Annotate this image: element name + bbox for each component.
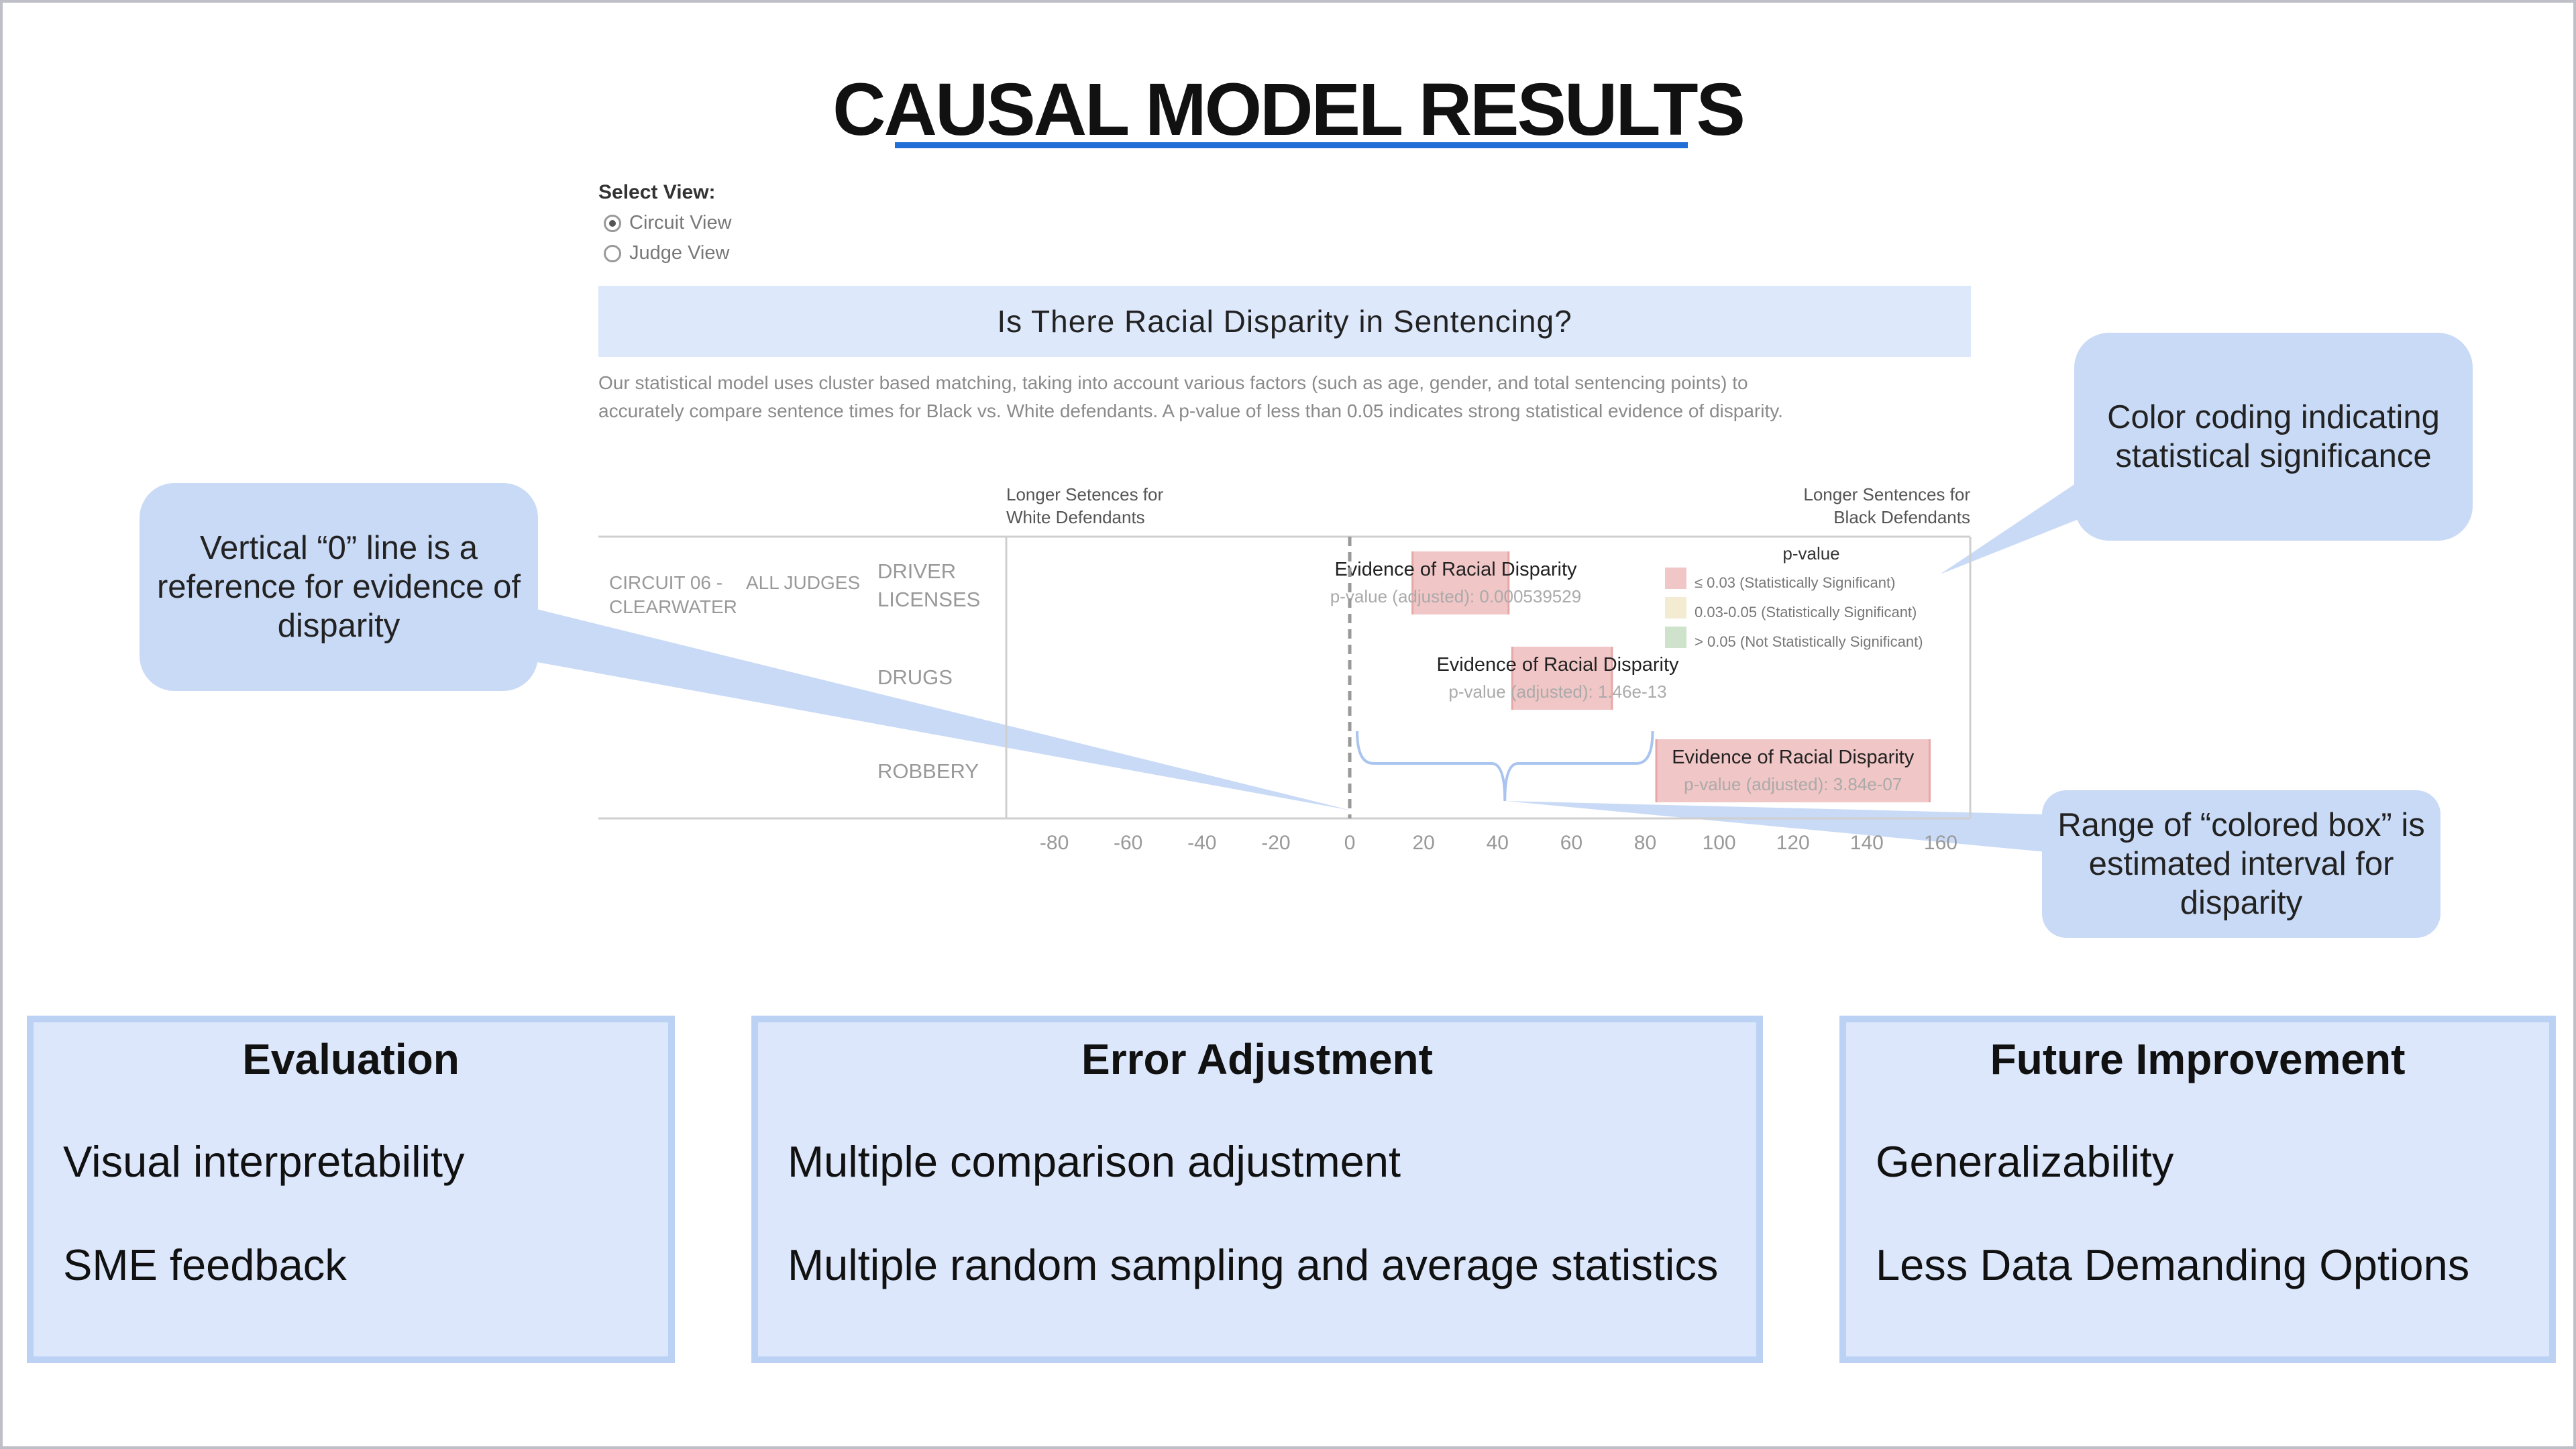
category-label: ROBBERY (877, 759, 979, 783)
radio-judge-view[interactable]: Judge View (604, 242, 729, 264)
description-line: Our statistical model uses cluster based… (598, 372, 1748, 393)
interval-box (1512, 647, 1612, 710)
radio-label: Judge View (629, 242, 730, 264)
x-tick-label: 40 (1487, 832, 1509, 854)
card-evaluation: Evaluation Visual interpretability SME f… (27, 1016, 675, 1363)
radio-label: Circuit View (629, 212, 732, 233)
interval-box (1412, 551, 1509, 614)
circuit-label: CLEARWATER (609, 596, 737, 617)
x-tick-label: 140 (1850, 832, 1884, 854)
x-tick-label: 0 (1344, 832, 1356, 854)
pvalue-label: p-value (adjusted): 0.000539529 (1330, 586, 1581, 606)
x-tick-label: 80 (1634, 832, 1656, 854)
x-tick-label: 120 (1776, 832, 1810, 854)
x-tick-label: -20 (1261, 832, 1290, 854)
card-title: Future Improvement (1990, 1035, 2406, 1083)
x-tick-label: -60 (1114, 832, 1142, 854)
radio-circuit-view[interactable]: Circuit View (604, 212, 732, 234)
pvalue-label: p-value (adjusted): 3.84e-07 (1684, 774, 1902, 794)
judge-label: ALL JUDGES (746, 572, 860, 593)
card-future-improvement: Future Improvement Generalizability Less… (1839, 1016, 2556, 1363)
card-item: SME feedback (63, 1240, 347, 1289)
legend-swatch (1665, 597, 1686, 619)
radio-unselected-icon (604, 244, 621, 262)
callout-zero-line: Vertical “0” line is a reference for evi… (140, 483, 538, 691)
card-error-adjustment: Error Adjustment Multiple comparison adj… (751, 1016, 1763, 1363)
circuit-label: CIRCUIT 06 - (609, 572, 722, 593)
callout-pointer (1505, 801, 2046, 852)
header-right-label: Black Defendants (1833, 507, 1970, 527)
x-tick-label: -40 (1187, 832, 1216, 854)
interval-label: Evidence of Racial Disparity (1436, 654, 1679, 676)
interval-label: Evidence of Racial Disparity (1334, 559, 1577, 580)
category-label: DRIVER (877, 559, 956, 583)
x-tick-label: 60 (1560, 832, 1582, 854)
pvalue-label: p-value (adjusted): 1.46e-13 (1448, 682, 1666, 702)
chart-banner: Is There Racial Disparity in Sentencing? (598, 286, 1971, 357)
header-left-label: Longer Setences for (1006, 484, 1163, 504)
callout-pointer (526, 606, 1351, 810)
category-label: DRUGS (877, 665, 953, 689)
legend-label: ≤ 0.03 (Statistically Significant) (1695, 574, 1895, 591)
card-item: Generalizability (1876, 1137, 2174, 1186)
select-view-label: Select View: (598, 181, 716, 203)
chart-description: Our statistical model uses cluster based… (598, 369, 2007, 425)
interval-label: Evidence of Racial Disparity (1672, 747, 1915, 768)
legend-title: p-value (1782, 543, 1839, 564)
card-item: Multiple comparison adjustment (788, 1137, 1401, 1186)
card-item: Less Data Demanding Options (1876, 1240, 2470, 1289)
legend-label: > 0.05 (Not Statistically Significant) (1695, 633, 1923, 650)
x-tick-label: 100 (1703, 832, 1736, 854)
callout-range-box: Range of “colored box” is estimated inte… (2042, 790, 2440, 938)
legend-swatch (1665, 627, 1686, 648)
radio-selected-icon (604, 214, 621, 232)
legend-label: 0.03-0.05 (Statistically Significant) (1695, 604, 1917, 621)
x-tick-label: 20 (1412, 832, 1434, 854)
card-title: Evaluation (242, 1035, 460, 1083)
x-tick-label: 160 (1924, 832, 1957, 854)
card-title: Error Adjustment (1081, 1035, 1433, 1083)
card-item: Multiple random sampling and average sta… (788, 1240, 1719, 1289)
header-right-label: Longer Sentences for (1803, 484, 1970, 504)
description-line: accurately compare sentence times for Bl… (598, 400, 1783, 421)
category-label: LICENSES (877, 588, 980, 611)
legend-swatch (1665, 568, 1686, 589)
title-underline (895, 142, 1688, 148)
interval-box (1656, 739, 1930, 802)
range-brace (1356, 731, 1654, 802)
header-left-label: White Defendants (1006, 507, 1145, 527)
card-item: Visual interpretability (63, 1137, 465, 1186)
x-tick-label: -80 (1040, 832, 1069, 854)
page-title: CAUSAL MODEL RESULTS (833, 68, 1746, 151)
callout-color-coding: Color coding indicating statistical sign… (2074, 333, 2473, 541)
